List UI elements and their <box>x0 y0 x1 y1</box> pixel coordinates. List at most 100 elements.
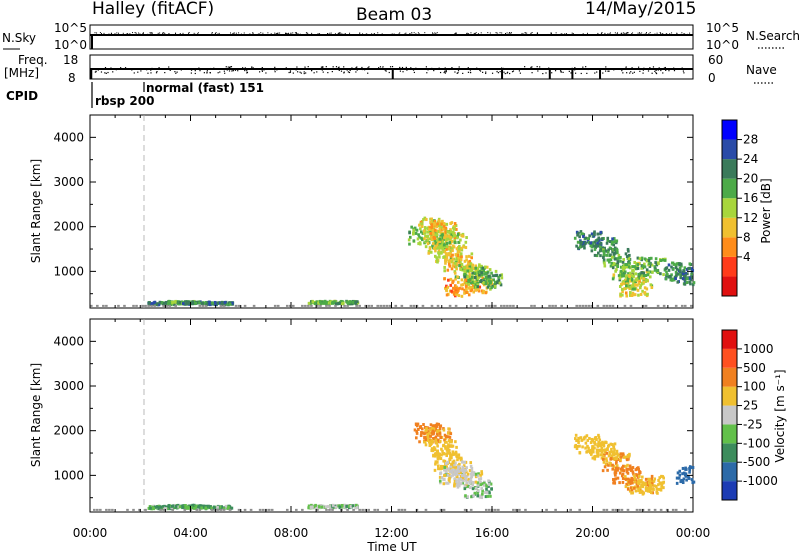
heatmap-cell <box>678 262 681 266</box>
nave-dot <box>209 67 212 70</box>
heatmap-cell <box>180 300 184 304</box>
colorbar-swatch <box>722 139 737 160</box>
heatmap-cell <box>484 275 488 279</box>
noise-dot <box>214 33 216 35</box>
heatmap-cell <box>478 263 481 267</box>
heatmap-cell <box>454 473 458 477</box>
heatmap-cell <box>497 275 500 279</box>
heatmap-cell <box>625 467 629 471</box>
heatmap-cell <box>599 453 603 457</box>
heatmap-cell <box>611 264 615 268</box>
noise-dot <box>665 33 667 35</box>
heatmap-cell <box>612 453 616 457</box>
ground-scatter-cell <box>500 304 503 307</box>
heatmap-cell <box>628 261 631 265</box>
heatmap-cell <box>448 246 451 250</box>
heatmap-cell <box>418 235 421 239</box>
nave-dot <box>95 71 97 73</box>
noise-dot <box>289 33 291 35</box>
ground-scatter-cell <box>605 508 609 511</box>
nave-dot <box>391 66 394 68</box>
heatmap-cell <box>216 301 219 305</box>
nave-dot <box>190 68 192 71</box>
heatmap-cell <box>633 265 637 269</box>
noise-dot <box>287 33 289 35</box>
ground-scatter-cell <box>147 304 150 307</box>
heatmap-cell <box>614 457 617 461</box>
nave-dot <box>417 68 419 70</box>
nave-dot <box>223 70 225 72</box>
nave-dot <box>642 72 644 74</box>
nave-dot <box>537 70 539 72</box>
heatmap-cell <box>616 260 620 264</box>
nave-dot <box>349 69 351 72</box>
heatmap-cell <box>474 486 478 490</box>
heatmap-cell <box>460 262 464 266</box>
heatmap-cell <box>168 302 172 306</box>
heatmap-cell <box>450 239 454 243</box>
beam-title: Beam 03 <box>356 5 432 25</box>
nave-dot <box>531 72 533 74</box>
ground-scatter-cell <box>285 304 289 307</box>
ground-scatter-cell <box>590 304 594 307</box>
heatmap-cell <box>634 278 637 282</box>
heatmap-cell <box>418 440 421 444</box>
heatmap-cell <box>454 265 458 269</box>
heatmap-cell <box>632 478 635 482</box>
heatmap-cell <box>448 468 452 472</box>
heatmap-cell <box>591 456 595 460</box>
heatmap-cell <box>637 467 640 471</box>
noise-dot <box>297 33 299 35</box>
heatmap-cell <box>582 437 586 441</box>
noise-dot <box>473 32 475 34</box>
heatmap-cell <box>643 265 647 269</box>
heatmap-cell <box>628 464 632 468</box>
nave-dot <box>272 68 275 70</box>
noise-dot <box>487 32 489 34</box>
heatmap-cell <box>621 480 625 484</box>
colorbar-swatch <box>722 330 737 349</box>
ground-scatter-cell <box>385 304 389 307</box>
nave-dot <box>246 71 249 74</box>
ground-scatter-cell <box>102 304 105 307</box>
heatmap-cell <box>459 258 463 262</box>
nave-dot <box>451 67 453 69</box>
nave-dot <box>261 70 264 72</box>
heatmap-cell <box>448 289 452 293</box>
heatmap-cell <box>437 219 441 223</box>
heatmap-cell <box>642 271 646 275</box>
heatmap-cell <box>467 254 471 258</box>
heatmap-cell <box>426 437 430 441</box>
heatmap-cell <box>484 281 488 285</box>
heatmap-cell <box>464 478 468 482</box>
nave-dot <box>327 68 329 70</box>
heatmap-cell <box>624 279 628 283</box>
nave-dot <box>400 68 402 70</box>
heatmap-cell <box>637 488 640 492</box>
ground-scatter-cell <box>653 508 657 511</box>
heatmap-cell <box>458 286 461 290</box>
heatmap-cell <box>629 467 633 471</box>
nave-dot <box>524 66 526 68</box>
heatmap-cell <box>616 261 620 265</box>
heatmap-cell <box>630 477 634 481</box>
heatmap-cell <box>419 222 423 226</box>
heatmap-cell <box>688 262 692 266</box>
heatmap-cell <box>654 257 658 261</box>
nave-dot <box>244 69 246 72</box>
heatmap-cell <box>672 278 676 282</box>
heatmap-cell <box>606 448 609 452</box>
noise-dot <box>561 33 563 35</box>
heatmap-cell <box>621 464 625 468</box>
heatmap-cell <box>614 461 618 465</box>
heatmap-cell <box>451 452 455 456</box>
heatmap-cell <box>594 454 597 458</box>
heatmap-cell <box>434 239 437 243</box>
nave-dot <box>542 72 544 75</box>
heatmap-cell <box>449 249 453 253</box>
heatmap-cell <box>450 289 453 293</box>
heatmap-cell <box>428 237 432 241</box>
heatmap-cell <box>639 292 643 296</box>
heatmap-cell <box>419 242 422 246</box>
nave-dot <box>205 68 208 70</box>
